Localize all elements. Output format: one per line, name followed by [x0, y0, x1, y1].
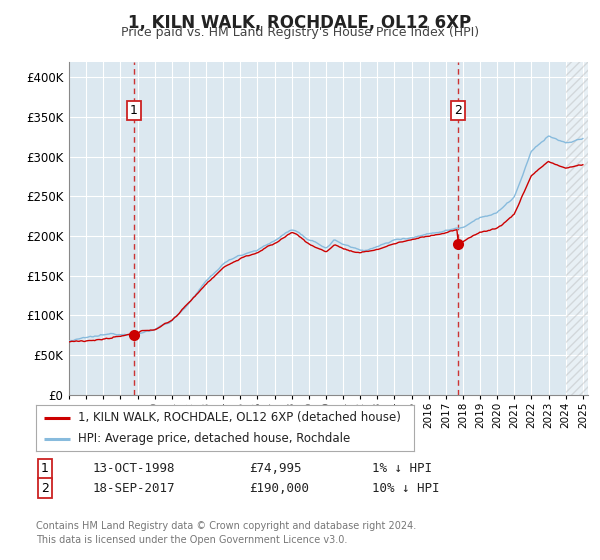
Text: 1: 1: [41, 462, 49, 475]
Text: 10% ↓ HPI: 10% ↓ HPI: [372, 482, 439, 495]
Text: 2: 2: [454, 104, 462, 117]
Text: £74,995: £74,995: [249, 462, 302, 475]
Bar: [566, 62, 600, 395]
Text: Contains HM Land Registry data © Crown copyright and database right 2024.
This d: Contains HM Land Registry data © Crown c…: [36, 521, 416, 545]
Text: 1% ↓ HPI: 1% ↓ HPI: [372, 462, 432, 475]
Text: 2: 2: [41, 482, 49, 495]
Text: 1, KILN WALK, ROCHDALE, OL12 6XP (detached house): 1, KILN WALK, ROCHDALE, OL12 6XP (detach…: [77, 411, 400, 424]
Text: Price paid vs. HM Land Registry's House Price Index (HPI): Price paid vs. HM Land Registry's House …: [121, 26, 479, 39]
Text: 13-OCT-1998: 13-OCT-1998: [93, 462, 176, 475]
Text: 18-SEP-2017: 18-SEP-2017: [93, 482, 176, 495]
Text: 1, KILN WALK, ROCHDALE, OL12 6XP: 1, KILN WALK, ROCHDALE, OL12 6XP: [128, 14, 472, 32]
Text: £190,000: £190,000: [249, 482, 309, 495]
Text: 1: 1: [130, 104, 138, 117]
Text: HPI: Average price, detached house, Rochdale: HPI: Average price, detached house, Roch…: [77, 432, 350, 445]
